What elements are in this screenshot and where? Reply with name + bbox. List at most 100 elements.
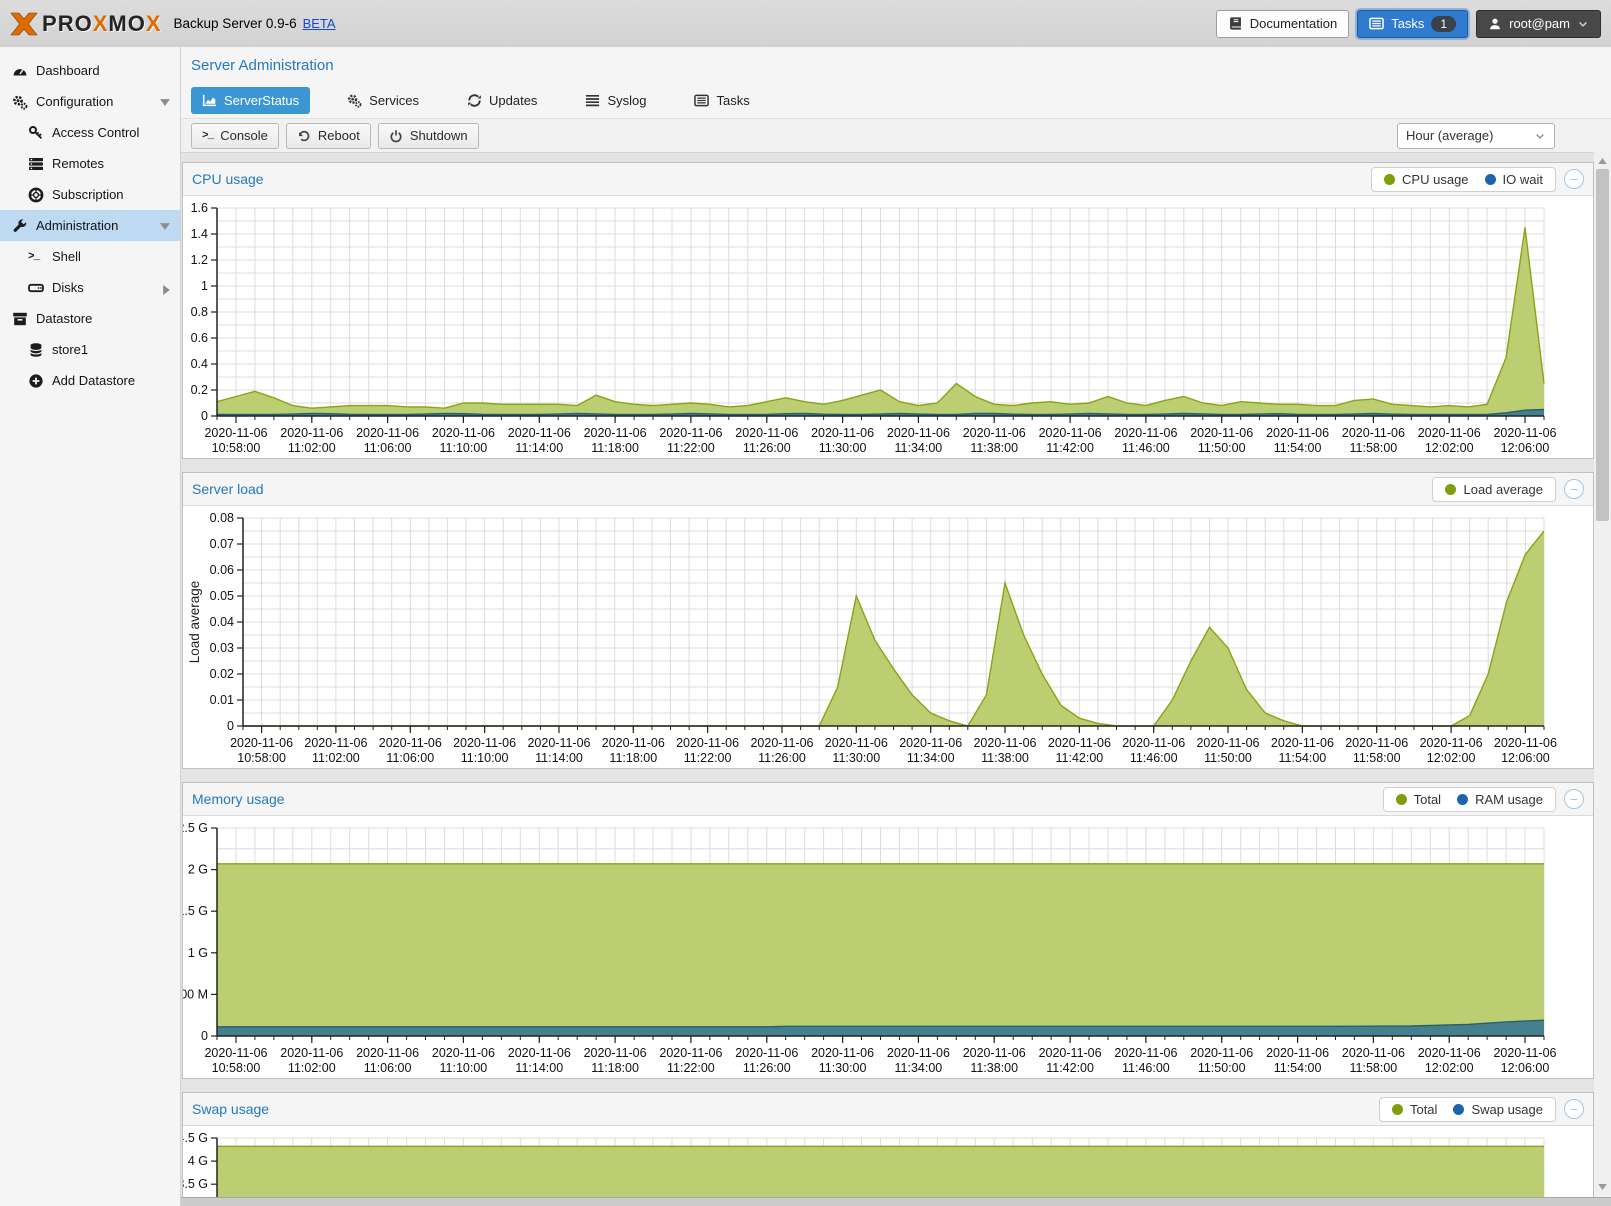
- svg-text:4 G: 4 G: [188, 1154, 208, 1168]
- hdd-icon: [28, 283, 44, 292]
- chart-legend: Total Swap usage: [1378, 1096, 1556, 1122]
- collapse-caret-icon[interactable]: [160, 99, 170, 106]
- shutdown-button[interactable]: Shutdown: [377, 122, 479, 149]
- scroll-down-arrow-icon[interactable]: [1594, 1180, 1611, 1194]
- panel-collapse-button[interactable]: −: [1564, 479, 1584, 499]
- legend-item[interactable]: Total: [1395, 792, 1441, 807]
- collapse-caret-icon[interactable]: [160, 223, 170, 230]
- user-menu-button[interactable]: root@pam: [1476, 9, 1601, 38]
- window-bottom-edge: [181, 1197, 1611, 1206]
- sidebar-item-disks[interactable]: Disks: [0, 272, 180, 303]
- sidebar-item-shell[interactable]: >_ Shell: [0, 241, 180, 272]
- legend-dot: [1484, 173, 1496, 185]
- chart-area-icon: [202, 94, 217, 107]
- legend-dot: [1445, 483, 1457, 495]
- svg-text:0.2: 0.2: [191, 383, 208, 397]
- svg-text:1.2: 1.2: [191, 253, 208, 267]
- sidebar-item-store1[interactable]: store1: [0, 334, 180, 365]
- sidebar-item-label: Disks: [52, 280, 84, 295]
- scrollbar-thumb[interactable]: [1596, 169, 1609, 521]
- tab-syslog[interactable]: Syslog: [574, 87, 657, 114]
- chart-legend: CPU usage IO wait: [1371, 166, 1556, 192]
- legend-label: IO wait: [1502, 171, 1543, 187]
- legend-label: Load average: [1463, 481, 1543, 497]
- chart-legend: Load average: [1432, 476, 1556, 502]
- panel-collapse-button[interactable]: −: [1564, 789, 1584, 809]
- svg-text:0.05: 0.05: [210, 589, 234, 603]
- undo-icon: [298, 130, 310, 141]
- tab-tasks[interactable]: Tasks: [683, 87, 760, 114]
- sidebar: Dashboard Configuration Access Control R…: [0, 47, 181, 1206]
- panel-collapse-button[interactable]: −: [1564, 1099, 1584, 1119]
- svg-text:0.03: 0.03: [210, 641, 234, 655]
- documentation-button[interactable]: Documentation: [1215, 9, 1350, 38]
- sidebar-item-add-datastore[interactable]: Add Datastore: [0, 365, 180, 396]
- beta-link[interactable]: BETA: [302, 16, 336, 31]
- sidebar-item-dashboard[interactable]: Dashboard: [0, 55, 180, 86]
- sidebar-item-remotes[interactable]: Remotes: [0, 148, 180, 179]
- sidebar-item-datastore[interactable]: Datastore: [0, 303, 180, 334]
- legend-item[interactable]: CPU usage: [1384, 172, 1469, 187]
- svg-text:0.6: 0.6: [191, 331, 208, 345]
- svg-text:0.07: 0.07: [210, 537, 234, 551]
- panel-collapse-button[interactable]: −: [1564, 169, 1584, 189]
- legend-item[interactable]: Total: [1391, 1102, 1437, 1117]
- svg-text:0.8: 0.8: [191, 305, 208, 319]
- tab-services[interactable]: Services: [336, 87, 430, 114]
- legend-item[interactable]: RAM usage: [1457, 792, 1543, 807]
- sidebar-item-label: Shell: [52, 249, 81, 264]
- reboot-button[interactable]: Reboot: [285, 122, 371, 149]
- legend-label: RAM usage: [1475, 791, 1543, 807]
- console-button[interactable]: >_ Console: [191, 122, 279, 149]
- chart-legend: Total RAM usage: [1382, 786, 1556, 812]
- svg-text:1 G: 1 G: [188, 946, 208, 960]
- list-alt-icon: [694, 94, 710, 107]
- svg-text:2.5 G: 2.5 G: [183, 821, 208, 835]
- sidebar-item-configuration[interactable]: Configuration: [0, 86, 180, 117]
- wrench-icon: [13, 218, 27, 232]
- sidebar-item-access-control[interactable]: Access Control: [0, 117, 180, 148]
- tab-serverstatus[interactable]: ServerStatus: [191, 87, 311, 114]
- legend-item[interactable]: Load average: [1445, 482, 1543, 497]
- tab-updates[interactable]: Updates: [456, 87, 548, 114]
- time-range-select[interactable]: Hour (average): [1397, 122, 1555, 149]
- scroll-up-arrow-icon[interactable]: [1594, 154, 1611, 168]
- panel-title: Server load: [192, 481, 264, 497]
- legend-item[interactable]: Swap usage: [1453, 1102, 1543, 1117]
- terminal-icon: >_: [28, 250, 40, 263]
- expand-arrow-icon[interactable]: [163, 285, 170, 295]
- svg-text:0.01: 0.01: [210, 693, 234, 707]
- user-icon: [1490, 18, 1501, 29]
- svg-text:0.08: 0.08: [210, 511, 234, 525]
- sidebar-item-label: Subscription: [52, 187, 124, 202]
- console-label: Console: [220, 128, 268, 143]
- svg-text:0.02: 0.02: [210, 667, 234, 681]
- sidebar-item-administration[interactable]: Administration: [0, 210, 180, 241]
- vertical-scrollbar[interactable]: [1594, 152, 1611, 1206]
- legend-item[interactable]: IO wait: [1484, 171, 1543, 187]
- sidebar-item-subscription[interactable]: Subscription: [0, 179, 180, 210]
- tasks-button[interactable]: Tasks 1: [1357, 9, 1469, 38]
- legend-dot: [1384, 173, 1396, 185]
